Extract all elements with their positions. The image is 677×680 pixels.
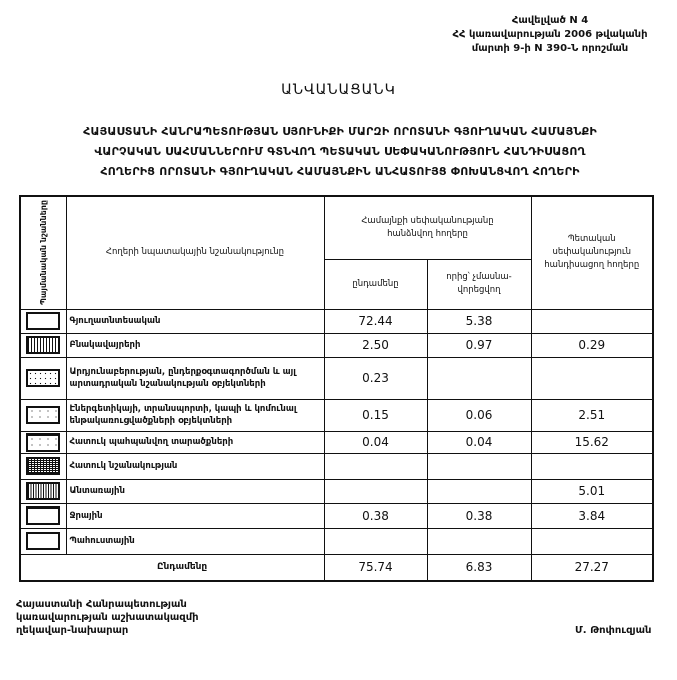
table-row: Ջրային 0.38 0.38 3.84 <box>19 502 654 529</box>
state-land <box>530 308 654 334</box>
land-category-label: Էներգետիկայի, տրանսպորտի, կապի և կոմունա… <box>65 398 325 432</box>
community-total: 0.38 <box>323 502 428 529</box>
community-total: 0.04 <box>323 430 428 454</box>
appendix-decree-line: ՀՀ կառավարության 2006 թվականի <box>452 29 648 40</box>
community-total: 2.50 <box>323 332 428 358</box>
document-title: ԱՆՎԱՆԱՑԱՆԿ <box>281 82 396 98</box>
community-of-which: 5.38 <box>426 308 532 334</box>
community-total: 0.15 <box>323 398 428 432</box>
symbol-cell <box>19 452 67 480</box>
appendix-reference: Հավելված N 4 ՀՀ կառավարության 2006 թվակա… <box>440 14 660 56</box>
land-category-label: Ջրային <box>65 502 325 529</box>
community-of-which <box>426 356 532 400</box>
appendix-number: Հավելված N 4 <box>511 15 589 26</box>
community-total <box>323 527 428 555</box>
symbol-cell <box>19 430 67 454</box>
table-row: Բնակավայրերի 2.50 0.97 0.29 <box>19 332 654 358</box>
position-line: Հայաստանի Հանրապետության <box>16 599 187 610</box>
header-total: ընդամենը <box>323 258 428 310</box>
grid-hatch-icon <box>26 336 61 354</box>
table-row: Անտառային 5.01 <box>19 478 654 504</box>
state-land: 3.84 <box>530 502 654 529</box>
symbol-cell <box>19 502 67 529</box>
community-of-which <box>426 527 532 555</box>
sparse-dot-icon <box>26 406 61 424</box>
totals-row: Ընդամենը 75.74 6.83 27.27 <box>19 553 654 582</box>
symbol-cell <box>19 478 67 504</box>
land-category-label: Անտառային <box>65 478 325 504</box>
position-line: կառավարության աշխատակազմի <box>16 612 199 623</box>
state-land: 15.62 <box>530 430 654 454</box>
community-of-which: 0.04 <box>426 430 532 454</box>
table-row: Էներգետիկայի, տրանսպորտի, կապի և կոմունա… <box>19 398 654 432</box>
table-row: Գյուղատնտեսական 72.44 5.38 <box>19 308 654 334</box>
state-land: 5.01 <box>530 478 654 504</box>
community-of-which: 0.38 <box>426 502 532 529</box>
symbol-cell <box>19 356 67 400</box>
state-land <box>530 452 654 480</box>
community-of-which: 0.97 <box>426 332 532 358</box>
land-category-label: Բնակավայրերի <box>65 332 325 358</box>
table-row: Հատուկ պահպանվող տարածքների 0.04 0.04 15… <box>19 430 654 454</box>
protected-area-icon <box>26 432 61 452</box>
subtitle-line: ՀՈՂԵՐԻՑ ՈՐՈՏԱՆԻ ԳՅՈՒՂԱԿԱՆ ՀԱՄԱՅՆՔԻՆ ԱՆՀԱ… <box>100 165 580 178</box>
state-land <box>530 527 654 555</box>
land-category-label: Հատուկ պահպանվող տարածքների <box>65 430 325 454</box>
symbol-cell <box>19 332 67 358</box>
community-total: 0.23 <box>323 356 428 400</box>
table-row: Պահուստային <box>19 527 654 555</box>
subtitle-line: ՀԱՅԱՍՏԱՆԻ ՀԱՆՐԱՊԵՏՈՒԹՅԱՆ ՍՅՈՒՆԻՔԻ ՄԱՐԶԻ … <box>83 125 597 138</box>
state-land: 0.29 <box>530 332 654 358</box>
dense-hatch-icon <box>26 457 61 475</box>
totals-total: 75.74 <box>323 553 428 582</box>
community-total <box>323 452 428 480</box>
dotted-hatch-icon <box>26 369 61 387</box>
symbol-cell <box>19 398 67 432</box>
land-category-label: Արդյունաբերության, ընդերքօգտագործման և ա… <box>65 356 325 400</box>
subtitle-line: ՎԱՐՉԱԿԱՆ ՍԱՀՄԱՆՆԵՐՈՒՄ ԳՏՆՎՈՂ ՊԵՏԱԿԱՆ ՍԵՓ… <box>94 145 586 158</box>
state-land <box>530 356 654 400</box>
totals-state: 27.27 <box>530 553 654 582</box>
symbol-cell <box>19 308 67 334</box>
water-box-icon <box>26 506 61 525</box>
header-of-which: որից՝ չմասնա-վորեցվող <box>426 258 532 310</box>
signatory-name: Մ. Թոփուզյան <box>575 625 652 636</box>
appendix-decree-date: մարտի 9-ի N 390-Ն որոշման <box>471 43 629 54</box>
land-category-label: Պահուստային <box>65 527 325 555</box>
land-table: Պայմանական նշանները Հողերի նպատակային նշ… <box>19 195 654 582</box>
document-subtitle: ՀԱՅԱՍՏԱՆԻ ՀԱՆՐԱՊԵՏՈՒԹՅԱՆ ՍՅՈՒՆԻՔԻ ՄԱՐԶԻ … <box>20 122 660 182</box>
header-state: Պետական սեփականություն հանդիսացող հողերը <box>530 195 654 310</box>
community-total: 72.44 <box>323 308 428 334</box>
land-category-label: Հատուկ նշանակության <box>65 452 325 480</box>
symbol-cell <box>19 527 67 555</box>
header-purpose: Հողերի նպատակային նշանակությունը <box>65 195 325 310</box>
community-of-which <box>426 452 532 480</box>
signatory-position: Հայաստանի Հանրապետության կառավարության ա… <box>16 598 199 637</box>
community-total <box>323 478 428 504</box>
position-line: ղեկավար-նախարար <box>16 625 129 636</box>
header-community: Համայնքի սեփականությանը հանձնվող հողերը <box>323 195 532 260</box>
land-category-label: Գյուղատնտեսական <box>65 308 325 334</box>
state-land: 2.51 <box>530 398 654 432</box>
totals-of-which: 6.83 <box>426 553 532 582</box>
reserve-box-icon <box>26 532 61 550</box>
community-of-which: 0.06 <box>426 398 532 432</box>
table-row: Հատուկ նշանակության <box>19 452 654 480</box>
empty-box-icon <box>26 312 61 330</box>
table-row: Արդյունաբերության, ընդերքօգտագործման և ա… <box>19 356 654 400</box>
header-symbols: Պայմանական նշանները <box>19 195 67 310</box>
forest-hatch-icon <box>26 482 61 500</box>
totals-label: Ընդամենը <box>19 553 325 582</box>
community-of-which <box>426 478 532 504</box>
